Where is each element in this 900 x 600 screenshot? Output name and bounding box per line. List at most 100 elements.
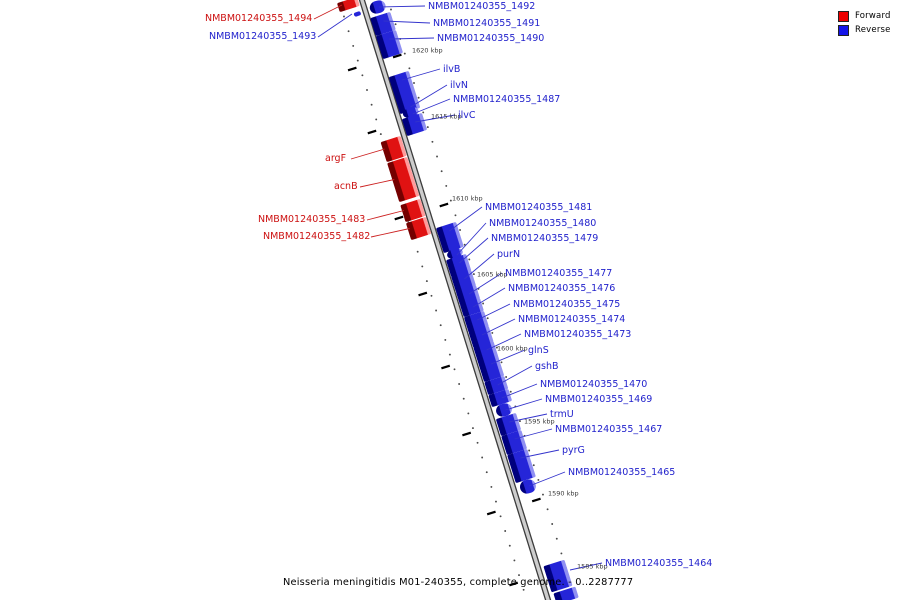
leader-line-NMBM01240355_1492 [379, 5, 426, 8]
gene-label-NMBM01240355_1493: NMBM01240355_1493 [209, 31, 316, 42]
gene-block-face [519, 479, 536, 494]
leader-line-ilvN [410, 84, 448, 108]
gene-block-purN [451, 270, 476, 292]
gene-block-face [496, 403, 512, 417]
gene-block-face [501, 430, 527, 455]
minor-tick-dot [532, 464, 535, 467]
gene-label-NMBM01240355_1491: NMBM01240355_1491 [433, 18, 540, 29]
leader-line-NMBM01240355_1481 [449, 206, 483, 232]
minor-tick-dot [518, 420, 521, 423]
gene-label-NMBM01240355_1482: NMBM01240355_1482 [263, 231, 370, 242]
minor-tick-dot [453, 368, 456, 371]
gene-block-face [370, 12, 396, 36]
legend-item-forward: Forward [838, 9, 891, 23]
leader-line-ilvB [401, 68, 441, 81]
leader-line-NMBM01240355_1477 [468, 272, 503, 295]
minor-tick-dot [485, 471, 488, 474]
gene-label-NMBM01240355_1481: NMBM01240355_1481 [485, 202, 592, 213]
leader-line-NMBM01240355_1464 [569, 562, 603, 571]
minor-tick-dot [356, 59, 359, 62]
minor-tick-dot [482, 302, 485, 305]
major-tick-dash [392, 53, 402, 59]
forward-swatch-icon [838, 10, 849, 22]
gene-block-NMBM01240355_1464 [543, 560, 573, 592]
gene-block-face [460, 298, 484, 317]
gene-block-gshB [484, 376, 508, 395]
genome-axis-core [360, 0, 550, 600]
gene-block-NMBM01240355_1465 [519, 479, 536, 494]
gene-block-face [400, 199, 426, 222]
minor-tick-dot [476, 441, 479, 444]
leader-line-NMBM01240355_1467 [514, 428, 553, 440]
gene-label-NMBM01240355_1469: NMBM01240355_1469 [545, 394, 652, 405]
minor-tick-dot [440, 170, 443, 173]
gene-block-NMBM01240355_1481 [436, 222, 464, 253]
leader-line-ilvC [415, 114, 456, 123]
leader-line-purN [464, 253, 495, 280]
minor-tick-dot [500, 361, 503, 364]
minor-tick-dot [481, 456, 484, 459]
forward-label: Forward [855, 11, 891, 21]
gene-label-NMBM01240355_1470: NMBM01240355_1470 [540, 379, 647, 390]
minor-tick-dot [343, 15, 345, 18]
leader-line-gshB [497, 365, 533, 386]
gene-block-NMBM01240355_1494 [337, 0, 360, 12]
gene-block-NMBM01240355_1483 [400, 199, 426, 222]
legend-item-reverse: Reverse [838, 23, 891, 37]
gene-block-NMBM01240355_1479 [446, 254, 471, 277]
minor-tick-dot [560, 552, 563, 555]
gene-block-face [484, 376, 508, 395]
gene-label-pyrG: pyrG [562, 445, 585, 456]
gene-label-NMBM01240355_1467: NMBM01240355_1467 [555, 424, 662, 435]
gene-block-pyrG [507, 449, 536, 483]
minor-tick-dot [435, 309, 438, 312]
gene-label-argF: argF [325, 153, 346, 164]
leader-line-NMBM01240355_1470 [501, 383, 538, 399]
leader-line-NMBM01240355_1474 [481, 318, 516, 336]
minor-tick-dot [490, 485, 493, 488]
gene-label-NMBM01240355_1465: NMBM01240355_1465 [568, 467, 675, 478]
leader-line-NMBM01240355_1494 [313, 4, 343, 20]
gene-block-face [353, 11, 361, 17]
minor-tick-dot [448, 353, 451, 356]
gene-label-NMBM01240355_1474: NMBM01240355_1474 [518, 314, 625, 325]
gene-label-NMBM01240355_1483: NMBM01240355_1483 [258, 214, 365, 225]
leader-line-glnS [490, 349, 526, 365]
gene-label-NMBM01240355_1464: NMBM01240355_1464 [605, 558, 712, 569]
gene-block-face [496, 413, 521, 436]
minor-tick-dot [467, 412, 470, 415]
major-tick-dash [531, 497, 541, 503]
leader-line-NMBM01240355_1475 [477, 303, 511, 321]
gene-block-NMBM01240355_1474 [468, 326, 494, 348]
gene-block-NMBM01240355_1476 [460, 298, 484, 317]
gene-block-ilvB [389, 71, 418, 106]
gene-block-face [337, 0, 360, 12]
minor-tick-dot [509, 390, 512, 393]
leader-line-NMBM01240355_1493 [317, 13, 353, 38]
tick-label: 1605 kbp [477, 271, 508, 279]
gene-label-NMBM01240355_1476: NMBM01240355_1476 [508, 283, 615, 294]
minor-tick-dot [403, 52, 406, 55]
gene-block-face [543, 560, 573, 592]
minor-tick-dot [430, 294, 433, 297]
minor-tick-dot [486, 317, 489, 320]
minor-tick-dot [505, 376, 508, 378]
minor-tick-dot [439, 324, 442, 327]
gene-block-NMBM01240355_1482 [406, 217, 431, 240]
minor-tick-dot [352, 44, 355, 47]
major-tick-dash [367, 129, 377, 135]
major-tick-dash [509, 581, 519, 587]
minor-tick-dot [454, 214, 457, 217]
minor-tick-dot [436, 155, 438, 158]
gene-label-ilvB: ilvB [443, 64, 460, 75]
major-tick-dash [394, 215, 404, 221]
gene-block-NMBM01240355_1492 [369, 0, 386, 14]
leader-line-pyrG [520, 449, 560, 459]
gene-block-face [397, 98, 420, 114]
gene-block-ilvC [402, 113, 427, 136]
minor-tick-dot [426, 126, 429, 129]
minor-tick-dot [347, 30, 350, 33]
minor-tick-dot [445, 184, 448, 187]
